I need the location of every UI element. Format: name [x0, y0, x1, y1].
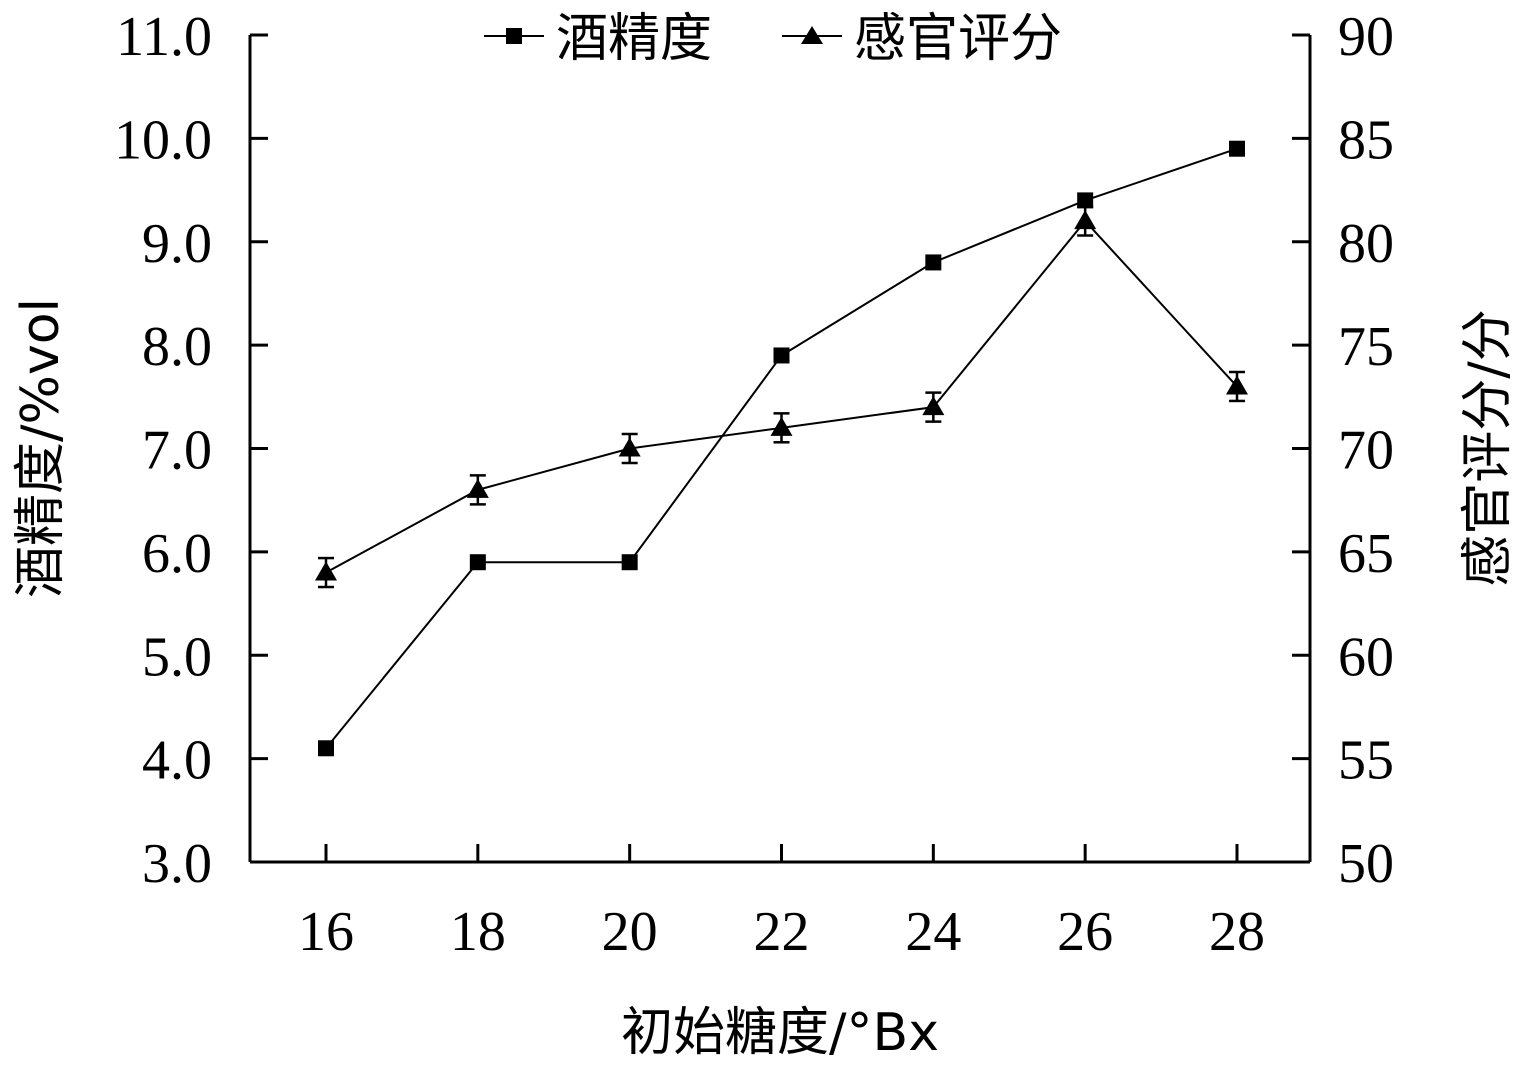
sensory-point [1226, 375, 1248, 395]
alcohol-point [773, 347, 790, 364]
y-left-tick-label: 6.0 [142, 523, 212, 585]
x-tick-label: 18 [450, 901, 506, 963]
x-tick-label: 26 [1057, 901, 1113, 963]
legend-item-alcohol: 酒精度 [484, 9, 712, 69]
legend-label-sensory: 感官评分 [854, 9, 1062, 69]
y-right-tick-label: 90 [1338, 6, 1394, 68]
ticks: 3.0 4.0 5.0 6.0 7.0 8.0 9.0 10.0 11.0 50 55 60 65 70 7… [114, 6, 1394, 963]
y-left-tick-label: 4.0 [142, 730, 212, 792]
legend-square-marker-icon [506, 28, 522, 44]
x-axis-title: 初始糖度/°Bx [621, 1003, 939, 1063]
alcohol-point [621, 554, 638, 571]
y-right-tick-label: 55 [1338, 730, 1394, 792]
y-left-tick-label: 10.0 [114, 109, 212, 171]
x-tick-label: 22 [754, 901, 810, 963]
y-axis-left-title: 酒精度/%vol [11, 298, 71, 598]
x-tick-label: 24 [905, 901, 961, 963]
y-left-tick-label: 7.0 [142, 420, 212, 482]
alcohol-point [925, 254, 942, 271]
sensory-point [922, 396, 945, 416]
y-left-tick-label: 5.0 [142, 626, 212, 688]
sensory-point [466, 478, 489, 498]
legend-triangle-marker-icon [801, 26, 823, 44]
y-right-tick-label: 70 [1338, 420, 1394, 482]
series-layer [315, 140, 1248, 757]
y-right-tick-label: 65 [1338, 523, 1394, 585]
legend-label-alcohol: 酒精度 [556, 9, 712, 69]
y-right-tick-label: 80 [1338, 213, 1394, 275]
sensory-point [770, 416, 793, 436]
legend-item-sensory: 感官评分 [782, 9, 1062, 69]
y-left-tick-label: 8.0 [142, 316, 212, 378]
y-left-tick-label: 9.0 [142, 213, 212, 275]
x-tick-label: 16 [298, 901, 354, 963]
y-right-tick-label: 75 [1338, 316, 1394, 378]
y-right-tick-label: 60 [1338, 626, 1394, 688]
alcohol-point [1229, 140, 1245, 157]
y-left-tick-label: 11.0 [116, 6, 212, 68]
alcohol-point [318, 740, 334, 757]
x-tick-label: 28 [1209, 901, 1265, 963]
y-left-tick-label: 3.0 [142, 833, 212, 895]
y-right-tick-label: 50 [1338, 833, 1394, 895]
alcohol-point [1077, 192, 1094, 209]
y-right-tick-label: 85 [1338, 109, 1394, 171]
sensory-point [315, 561, 337, 581]
alcohol-point [469, 554, 486, 571]
sensory-series-line [325, 219, 1238, 574]
y-axis-right-title: 感官评分/分 [1458, 309, 1518, 587]
x-tick-label: 20 [602, 901, 658, 963]
sensory-point [1074, 210, 1097, 230]
legend: 酒精度 感官评分 [484, 9, 1062, 69]
sensory-point [618, 437, 641, 457]
axes [248, 35, 1312, 864]
